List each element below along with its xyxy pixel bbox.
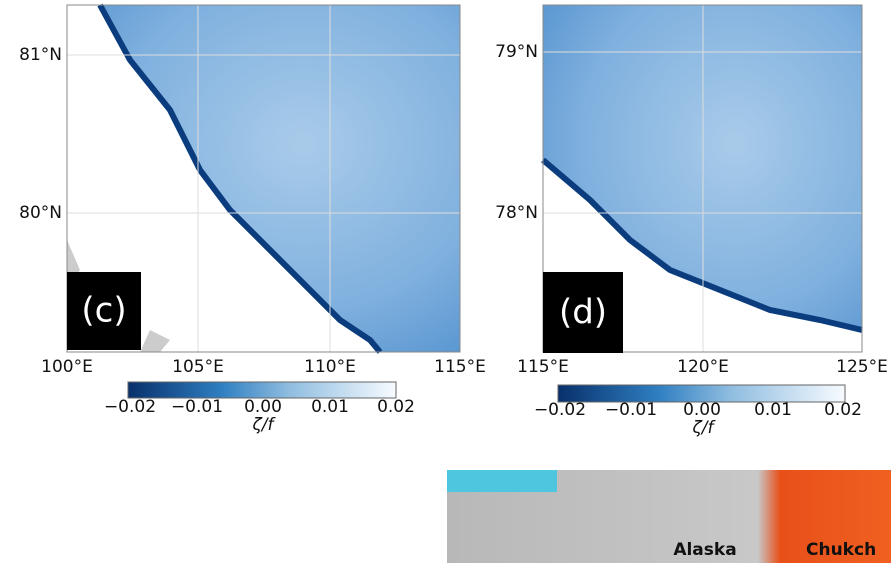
colorbar-tick: 0.01 (754, 400, 792, 420)
colorbar-tick: −0.02 (534, 400, 586, 420)
lon-label: 100°E (41, 357, 93, 377)
lon-label: 115°E (434, 357, 486, 377)
lon-label: 120°E (677, 357, 729, 377)
colorbar-tick: 0.02 (824, 400, 862, 420)
colorbar-label: ζ/f (252, 415, 277, 435)
lon-label: 125°E (836, 357, 888, 377)
colorbar-tick: 0.01 (311, 397, 349, 417)
lon-label: 115°E (517, 357, 569, 377)
inset-sea (447, 470, 557, 492)
colorbar-tick: −0.02 (104, 397, 156, 417)
label-box (543, 272, 623, 353)
lat-label: 79°N (495, 42, 538, 62)
colorbar-label: ζ/f (692, 418, 717, 438)
place-label: Chukch (806, 540, 876, 560)
panel-label: (d) (559, 293, 607, 333)
colorbar (127, 381, 397, 399)
colorbar-tick: 0.02 (377, 397, 415, 417)
colorbar (557, 384, 846, 403)
panel-label: (c) (81, 291, 126, 331)
lon-label: 105°E (172, 357, 224, 377)
place-label: Alaska (673, 540, 736, 560)
colorbar-tick: 0.00 (683, 400, 721, 420)
colorbar-tick: 0.00 (244, 397, 282, 417)
colorbar-tick: −0.01 (171, 397, 223, 417)
colorbar-tick: −0.01 (605, 400, 657, 420)
label-box (67, 272, 141, 350)
lat-label: 78°N (495, 203, 538, 223)
lat-label: 80°N (19, 203, 62, 223)
lon-label: 110°E (304, 357, 356, 377)
lat-label: 81°N (19, 45, 62, 65)
